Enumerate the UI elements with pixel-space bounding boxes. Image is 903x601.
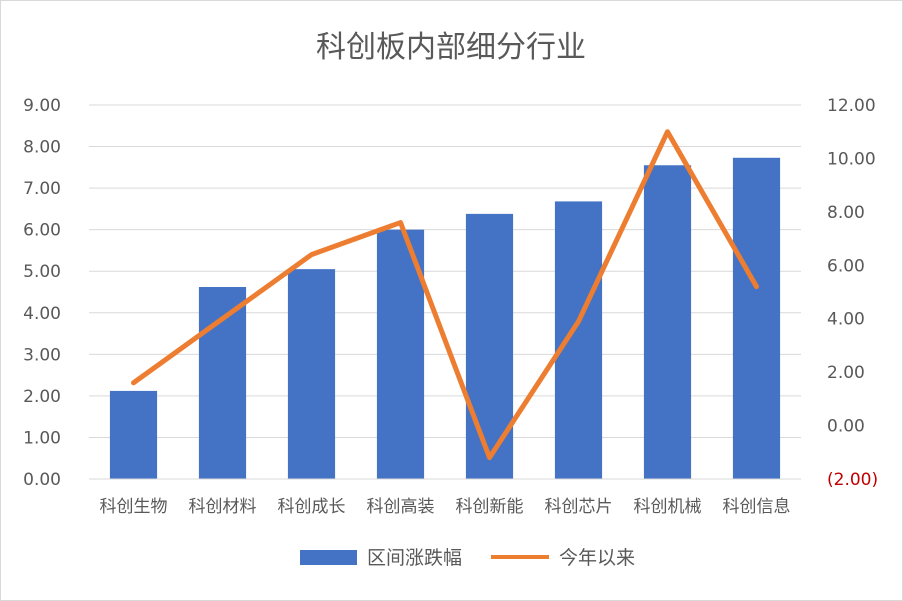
left-tick-label: 1.00 [23, 428, 61, 448]
left-tick-label: 5.00 [23, 262, 61, 282]
legend-label-bar: 区间涨跌幅 [367, 547, 462, 569]
category-label: 科创成长 [278, 497, 346, 517]
right-tick-label: 4.00 [827, 310, 865, 330]
category-label: 科创机械 [634, 497, 702, 517]
left-tick-label: 6.00 [23, 221, 61, 241]
right-tick-label: 0.00 [827, 417, 865, 437]
left-tick-label: 9.00 [23, 96, 61, 116]
legend-label-line: 今年以来 [559, 547, 635, 569]
right-tick-label: 12.00 [827, 96, 876, 116]
category-label: 科创高装 [367, 497, 435, 517]
line-path [131, 129, 759, 461]
bar [554, 201, 603, 480]
category-label: 科创材料 [189, 497, 257, 517]
category-label: 科创生物 [100, 497, 168, 517]
bar [643, 165, 692, 479]
gridlines [89, 104, 801, 438]
bar-series [109, 157, 781, 480]
left-tick-label: 8.00 [23, 138, 61, 158]
bar [465, 213, 514, 479]
left-tick-label: 3.00 [23, 345, 61, 365]
left-axis-ticks: 0.00 1.00 2.00 3.00 4.00 5.00 6.00 7.00 8.00 9.00 [23, 96, 61, 490]
chart-title: 科创板内部细分行业 [316, 30, 586, 65]
category-label: 科创芯片 [545, 497, 613, 517]
left-tick-label: 7.00 [23, 179, 61, 199]
left-tick-label: 4.00 [23, 304, 61, 324]
right-tick-label: 6.00 [827, 256, 865, 276]
legend: 区间涨跌幅 今年以来 [300, 547, 635, 569]
right-tick-label: (2.00) [827, 470, 878, 490]
category-label: 科创新能 [456, 497, 524, 517]
line-series [131, 129, 759, 461]
bar [109, 390, 158, 479]
bar [287, 269, 336, 479]
category-labels: 科创生物 科创材料 科创成长 科创高装 科创新能 科创芯片 科创机械 科创信息 [100, 497, 791, 517]
bar [376, 229, 425, 479]
right-tick-label: 8.00 [827, 203, 865, 223]
right-axis-ticks: (2.00) 0.00 2.00 4.00 6.00 8.00 10.00 12.00 [827, 96, 878, 490]
right-tick-label: 2.00 [827, 363, 865, 383]
category-label: 科创信息 [723, 497, 791, 517]
legend-swatch-bar [300, 550, 357, 565]
left-tick-label: 2.00 [23, 387, 61, 407]
right-tick-label: 10.00 [827, 149, 876, 169]
left-tick-label: 0.00 [23, 470, 61, 490]
bar [732, 157, 781, 479]
